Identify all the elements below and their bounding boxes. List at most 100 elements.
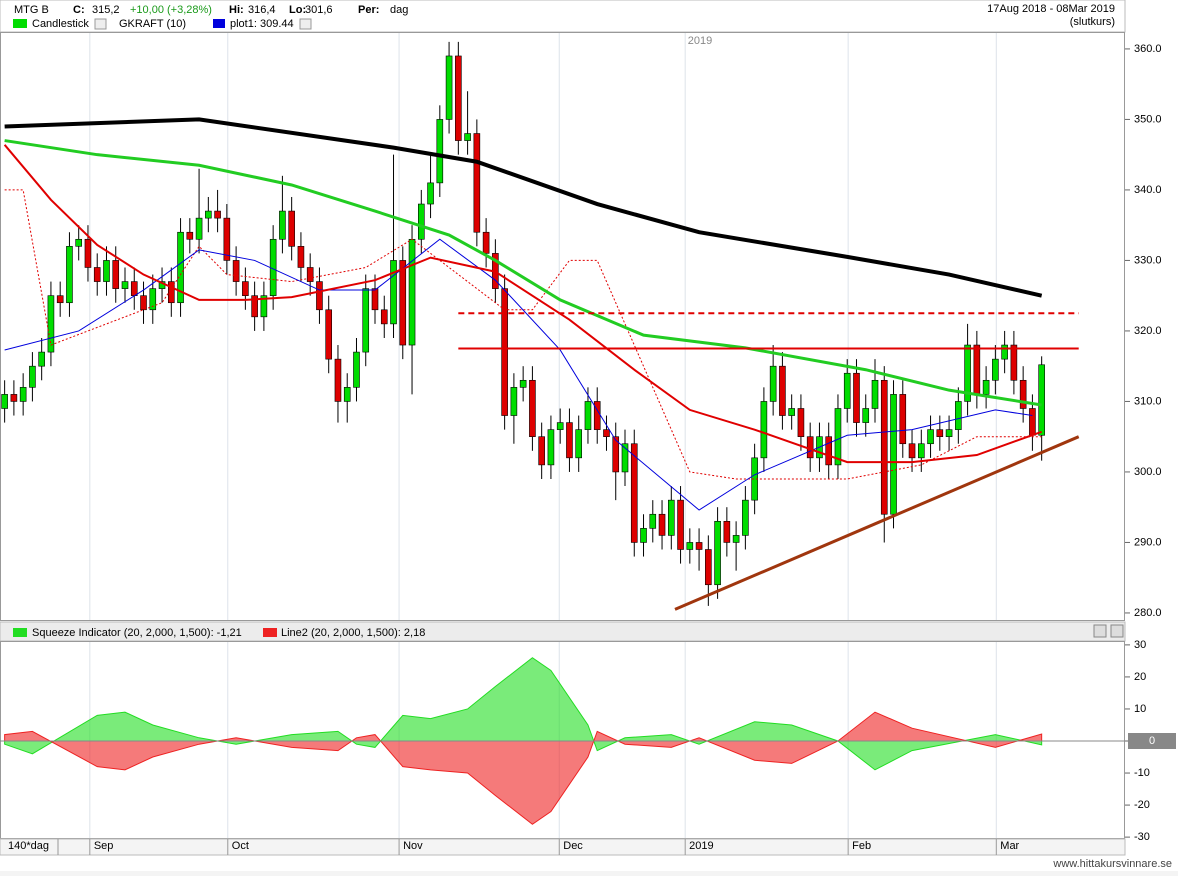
indicator-area (4, 711, 1043, 825)
candle-body (297, 246, 305, 268)
candle-body (621, 443, 629, 473)
close: 315,2 (92, 4, 120, 16)
candle-body (149, 288, 157, 311)
x-tick-label: Mar (1000, 840, 1019, 852)
candle-body (871, 379, 879, 409)
y-tick-label: 360.0 (1134, 43, 1162, 55)
close-label: C: (73, 4, 85, 16)
candle-body (214, 210, 221, 219)
price-type: (slutkurs) (1070, 16, 1115, 28)
candle-body (75, 238, 83, 247)
legend-dropdown[interactable] (94, 18, 107, 30)
candle-body (547, 429, 555, 466)
candle-body (167, 281, 175, 304)
period-label: Per: (358, 4, 379, 16)
candle-body (566, 422, 573, 459)
x-tick-label: Oct (232, 840, 249, 852)
candle-body (853, 372, 860, 423)
indicator-line (3, 144, 1043, 464)
y-tick-label: 300.0 (1134, 466, 1162, 478)
candle-body (242, 281, 249, 296)
candle-body (130, 281, 138, 296)
candle-body (575, 429, 583, 459)
watermark: www.hittakursvinnare.se (1052, 858, 1172, 870)
legend-label: Squeeze Indicator (20, 2,000, 1,500): -1… (32, 627, 242, 639)
candle-body (399, 260, 407, 346)
candle-body (927, 429, 934, 445)
candle-body (723, 520, 731, 543)
x-axis-bar (0, 838, 1126, 856)
candle-body (945, 429, 953, 437)
candle-body (121, 281, 129, 289)
candle-body (936, 429, 944, 437)
candle-body (56, 295, 64, 304)
legend-swatch (13, 628, 27, 637)
candle-body (510, 387, 518, 416)
candle-body (445, 55, 453, 120)
candle-body (29, 365, 36, 388)
legend-dropdown[interactable] (299, 18, 312, 30)
candle-body (501, 288, 508, 416)
candle-body (251, 295, 258, 318)
grid (89, 33, 997, 838)
candle-body (556, 422, 564, 430)
candle-body (843, 372, 851, 409)
candle-body (232, 260, 240, 282)
y-tick-label: 340.0 (1134, 184, 1162, 196)
candle-body (380, 309, 388, 325)
candle-body (1029, 408, 1036, 436)
candle-body (427, 182, 434, 205)
candle-body (658, 513, 666, 536)
candle-body (38, 351, 45, 367)
y-tick-label: 0 (1149, 735, 1155, 747)
period-length: 140*dag (8, 840, 49, 852)
candle-body (1001, 344, 1008, 360)
candle-body (779, 365, 786, 416)
y-tick-label: 10 (1134, 703, 1146, 715)
legend-label: GKRAFT (10) (119, 18, 186, 30)
candle-body (862, 408, 870, 423)
candle-body (529, 379, 536, 437)
candle-body (279, 210, 286, 240)
candle-body (677, 499, 684, 550)
candle-body (417, 203, 425, 240)
candle-body (19, 387, 27, 402)
candle-body (1, 394, 8, 409)
x-tick-label: 2019 (689, 840, 713, 852)
candle-body (714, 520, 721, 586)
candle-body (890, 394, 897, 515)
low: 301,6 (305, 4, 333, 16)
candle-body (593, 401, 601, 430)
period: dag (390, 4, 408, 16)
candle-body (538, 436, 545, 466)
candle-body (982, 379, 990, 395)
date-range: 17Aug 2018 - 08Mar 2019 (987, 3, 1115, 15)
close-button[interactable] (1110, 624, 1124, 638)
symbol: MTG B (14, 4, 49, 16)
candle-body (140, 295, 147, 311)
candle-body (899, 394, 907, 445)
candle-body (769, 365, 777, 402)
y-tick-label: 30 (1134, 639, 1146, 651)
candle-body (371, 288, 379, 311)
indicator-line (4, 238, 1033, 511)
candle-body (917, 443, 925, 459)
candle-body (760, 401, 768, 459)
candle-body (436, 119, 444, 184)
y-tick-label: -30 (1134, 831, 1150, 843)
settings-button[interactable] (1093, 624, 1107, 638)
candle-body (473, 133, 481, 233)
candle-body (973, 344, 981, 395)
candle-body (806, 436, 814, 459)
candle-body (334, 358, 342, 402)
candle-body (649, 513, 657, 529)
candle-body (186, 231, 194, 240)
y-tick-label: 350.0 (1134, 113, 1162, 125)
high-label: Hi: (229, 4, 244, 16)
candle-body (908, 443, 916, 459)
legend-swatch (213, 19, 225, 28)
candle-body (1010, 344, 1018, 381)
y-tick-label: -20 (1134, 799, 1150, 811)
candle-body (742, 499, 749, 536)
legend-swatch (263, 628, 277, 637)
